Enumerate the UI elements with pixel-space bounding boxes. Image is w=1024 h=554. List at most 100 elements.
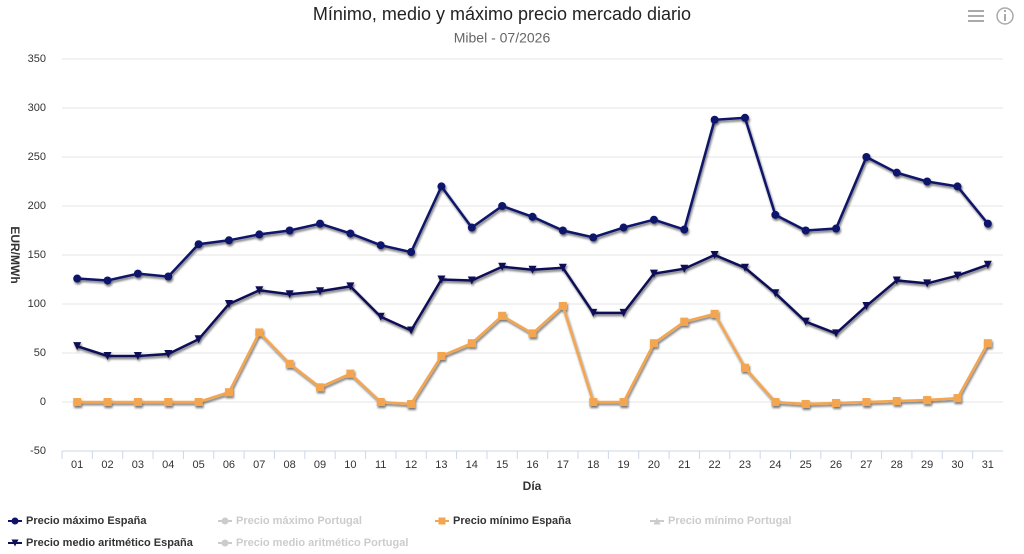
marker — [740, 113, 749, 122]
x-tick-label: 31 — [982, 459, 994, 471]
marker — [589, 398, 598, 406]
marker — [255, 286, 264, 295]
legend-label: Precio medio aritmético Portugal — [236, 537, 408, 549]
marker — [983, 260, 992, 269]
marker — [376, 312, 385, 321]
legend-item[interactable]: Precio medio aritmético Portugal — [218, 537, 408, 549]
marker — [801, 226, 810, 235]
marker — [437, 275, 446, 284]
marker — [376, 398, 385, 406]
marker — [224, 388, 233, 397]
x-tick-label: 15 — [496, 459, 508, 471]
x-tick-label: 14 — [466, 459, 478, 471]
marker — [498, 311, 507, 320]
marker — [589, 233, 598, 242]
marker — [164, 349, 173, 358]
x-tick-label: 08 — [284, 459, 296, 471]
x-tick-label: 22 — [709, 459, 721, 471]
x-tick-label: 21 — [678, 459, 690, 471]
y-tick-label: 250 — [28, 151, 46, 163]
legend-item[interactable]: Precio máximo Portugal — [218, 515, 362, 527]
marker — [285, 290, 294, 299]
x-tick-label: 01 — [71, 459, 83, 471]
marker — [528, 212, 537, 221]
marker — [133, 269, 142, 278]
marker — [103, 351, 112, 360]
marker — [953, 394, 962, 403]
series — [73, 251, 992, 360]
marker — [862, 398, 871, 406]
x-tick-label: 12 — [405, 459, 417, 471]
legend-item[interactable]: Precio medio aritmético España — [8, 537, 194, 549]
y-tick-label: 150 — [28, 249, 46, 261]
info-icon[interactable] — [996, 7, 1014, 25]
marker — [285, 226, 294, 235]
marker — [801, 317, 810, 326]
legend-label: Precio mínimo España — [453, 515, 572, 527]
marker — [224, 300, 233, 308]
marker — [255, 328, 264, 337]
marker — [407, 326, 416, 335]
marker — [801, 399, 810, 408]
legend-item[interactable]: Precio mínimo Portugal — [650, 515, 791, 527]
chart-subtitle: Mibel - 07/2026 — [454, 30, 551, 46]
marker — [771, 210, 780, 219]
marker — [11, 539, 19, 547]
marker — [285, 359, 294, 368]
marker — [983, 219, 992, 228]
marker — [619, 223, 628, 232]
x-tick-label: 26 — [830, 459, 842, 471]
marker — [589, 308, 598, 317]
x-tick-label: 25 — [800, 459, 812, 471]
marker — [771, 398, 780, 406]
marker — [953, 182, 962, 191]
marker — [832, 398, 841, 407]
marker — [467, 339, 476, 348]
legend-item[interactable]: Precio máximo España — [8, 515, 147, 527]
marker — [407, 248, 416, 257]
marker — [467, 276, 476, 285]
marker — [649, 215, 658, 224]
x-tick-label: 04 — [162, 459, 174, 471]
x-tick-label: 02 — [101, 459, 113, 471]
marker — [467, 223, 476, 232]
x-tick-label: 28 — [891, 459, 903, 471]
y-tick-label: 350 — [28, 53, 46, 65]
marker — [316, 219, 325, 228]
y-tick-label: 300 — [28, 102, 46, 114]
marker — [221, 539, 229, 547]
marker — [558, 263, 567, 272]
marker — [680, 225, 689, 234]
x-tick-label: 09 — [314, 459, 326, 471]
marker — [133, 351, 142, 360]
marker — [771, 289, 780, 298]
marker — [73, 398, 82, 406]
y-tick-label: -50 — [30, 445, 46, 457]
marker — [498, 202, 507, 210]
marker — [862, 153, 871, 161]
marker — [892, 276, 901, 285]
marker — [103, 276, 112, 285]
legend-label: Precio mínimo Portugal — [668, 515, 791, 527]
marker — [498, 262, 507, 271]
x-tick-label: 18 — [587, 459, 599, 471]
x-tick-label: 13 — [435, 459, 447, 471]
x-tick-label: 16 — [526, 459, 538, 471]
marker — [862, 301, 871, 310]
y-axis-title: EUR/MWh — [8, 226, 22, 283]
marker — [346, 282, 355, 291]
legend-item[interactable]: Precio mínimo España — [435, 515, 572, 527]
x-tick-label: 24 — [769, 459, 781, 471]
marker — [346, 369, 355, 378]
marker — [133, 398, 142, 406]
marker — [983, 339, 992, 348]
y-tick-label: 50 — [34, 347, 46, 359]
marker — [740, 363, 749, 372]
marker — [437, 182, 446, 191]
marker — [653, 517, 661, 525]
marker — [194, 335, 203, 344]
marker — [346, 229, 355, 238]
x-tick-label: 23 — [739, 459, 751, 471]
menu-icon[interactable] — [968, 10, 984, 22]
